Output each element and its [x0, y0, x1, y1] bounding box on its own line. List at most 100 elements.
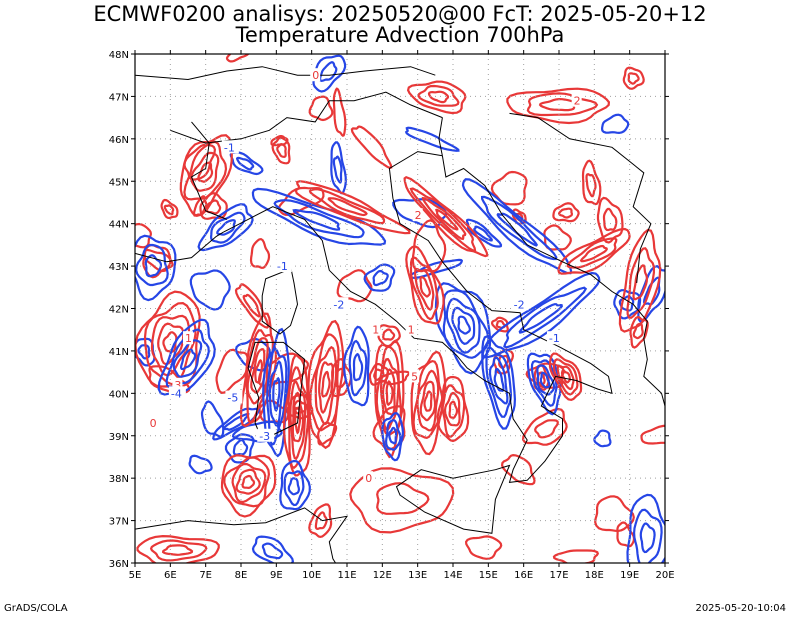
warm-contour	[543, 224, 572, 251]
warm-advection-feature	[443, 391, 461, 427]
warm-advection-feature	[307, 319, 345, 450]
cold-advection-feature	[266, 347, 288, 447]
cold-advection-feature	[530, 359, 558, 407]
cold-advection-feature	[342, 325, 370, 407]
cold-advection-feature	[279, 459, 311, 511]
warm-advection-feature	[406, 80, 467, 115]
warm-advection-feature	[405, 245, 445, 325]
map-title-line1: ECMWF0200 analisys: 20250520@00 FcT: 202…	[93, 2, 707, 26]
cold-advection-feature	[496, 212, 539, 247]
warm-advection-feature	[239, 312, 278, 428]
warm-advection-feature	[349, 467, 455, 534]
warm-advection-feature	[556, 364, 575, 391]
warm-contour	[525, 362, 565, 389]
contour-label-bg	[405, 322, 416, 336]
cold-contour	[473, 225, 494, 242]
lat-label: 39N	[109, 432, 129, 443]
contour-label: -1	[221, 140, 239, 154]
contour-layer	[135, 54, 665, 563]
warm-contour	[581, 159, 602, 206]
lon-label: 13E	[408, 570, 427, 581]
cold-advection-feature	[273, 199, 365, 239]
warm-advection-feature	[403, 175, 489, 258]
contour-label-text: 2	[574, 95, 581, 108]
cold-contour	[637, 265, 665, 323]
cold-advection-feature	[381, 412, 405, 462]
warm-advection-feature	[552, 358, 579, 396]
warm-advection-feature	[632, 264, 649, 301]
lat-label: 45N	[109, 177, 129, 188]
contour-label-text: -1	[224, 141, 235, 154]
lat-label: 48N	[109, 50, 129, 61]
warm-advection-feature	[448, 400, 459, 419]
lon-label: 6E	[164, 570, 177, 581]
warm-advection-feature	[385, 380, 394, 407]
coastlines	[135, 66, 665, 563]
warm-advection-feature	[436, 375, 470, 443]
warm-advection-feature	[435, 208, 459, 231]
warm-contour	[411, 219, 447, 273]
contour-label-bg	[183, 331, 193, 345]
warm-advection-feature	[161, 544, 194, 556]
cold-advection-feature	[172, 339, 203, 378]
warm-advection-feature	[308, 188, 386, 225]
corsica-coastline	[261, 265, 299, 335]
cold-advection-feature	[292, 208, 341, 231]
contour-label: -3	[257, 428, 275, 443]
warm-contour	[317, 421, 338, 446]
cold-advection-feature	[461, 178, 573, 275]
border-france-italy	[190, 121, 228, 220]
contour-label-text: 0	[312, 69, 319, 82]
lon-label: 12E	[373, 570, 392, 581]
cold-contour	[409, 258, 463, 280]
cold-advection-feature	[632, 508, 663, 563]
lon-label: 16E	[514, 570, 533, 581]
warm-contour	[585, 173, 597, 198]
warm-advection-feature	[309, 333, 340, 432]
warm-advection-feature	[231, 462, 267, 504]
map-title-line2: Temperature Advection 700hPa	[235, 23, 565, 47]
warm-advection-feature	[318, 361, 335, 415]
warm-advection-feature	[557, 227, 631, 275]
lon-label: 10E	[302, 570, 321, 581]
contour-label-text: -3	[259, 430, 270, 443]
warm-advection-feature	[235, 468, 261, 495]
contour-label: 2	[412, 208, 423, 222]
warm-contour	[377, 324, 401, 348]
warm-contour	[215, 348, 249, 394]
cold-advection-feature	[451, 306, 476, 345]
border-slovenia	[438, 117, 443, 156]
sardinia-coastline	[247, 341, 306, 441]
warm-advection-feature	[506, 87, 611, 125]
contour-label-bg	[331, 297, 349, 311]
contour-label-bg	[412, 208, 423, 222]
warm-advection-feature	[136, 534, 220, 563]
cold-contour	[232, 438, 249, 456]
warm-advection-feature	[419, 276, 431, 298]
lon-label: 18E	[585, 570, 604, 581]
lon-label: 20E	[655, 570, 674, 581]
warm-advection-feature	[579, 244, 609, 263]
contour-label-bg	[172, 377, 183, 391]
lat-label: 47N	[109, 92, 129, 103]
contour-label: 1	[183, 331, 193, 345]
cold-advection-feature	[135, 234, 177, 302]
warm-contour	[205, 199, 222, 215]
warm-contour	[627, 72, 640, 85]
contour-label-text: 1	[408, 324, 415, 337]
warm-advection-feature	[416, 369, 440, 432]
cold-advection-feature	[445, 297, 481, 354]
contour-label: -5	[225, 390, 243, 405]
warm-advection-feature	[538, 97, 576, 112]
warm-advection-feature	[250, 348, 266, 394]
warm-advection-feature	[220, 454, 277, 518]
warm-advection-feature	[241, 474, 256, 490]
warm-contour	[534, 419, 559, 439]
lat-label: 44N	[109, 220, 129, 231]
warm-advection-feature	[183, 140, 228, 201]
contour-label: -1	[546, 331, 564, 345]
warm-advection-feature	[566, 237, 618, 269]
cold-advection-feature	[287, 477, 301, 496]
border-balkans	[509, 112, 652, 284]
warm-advection-feature	[548, 352, 583, 402]
